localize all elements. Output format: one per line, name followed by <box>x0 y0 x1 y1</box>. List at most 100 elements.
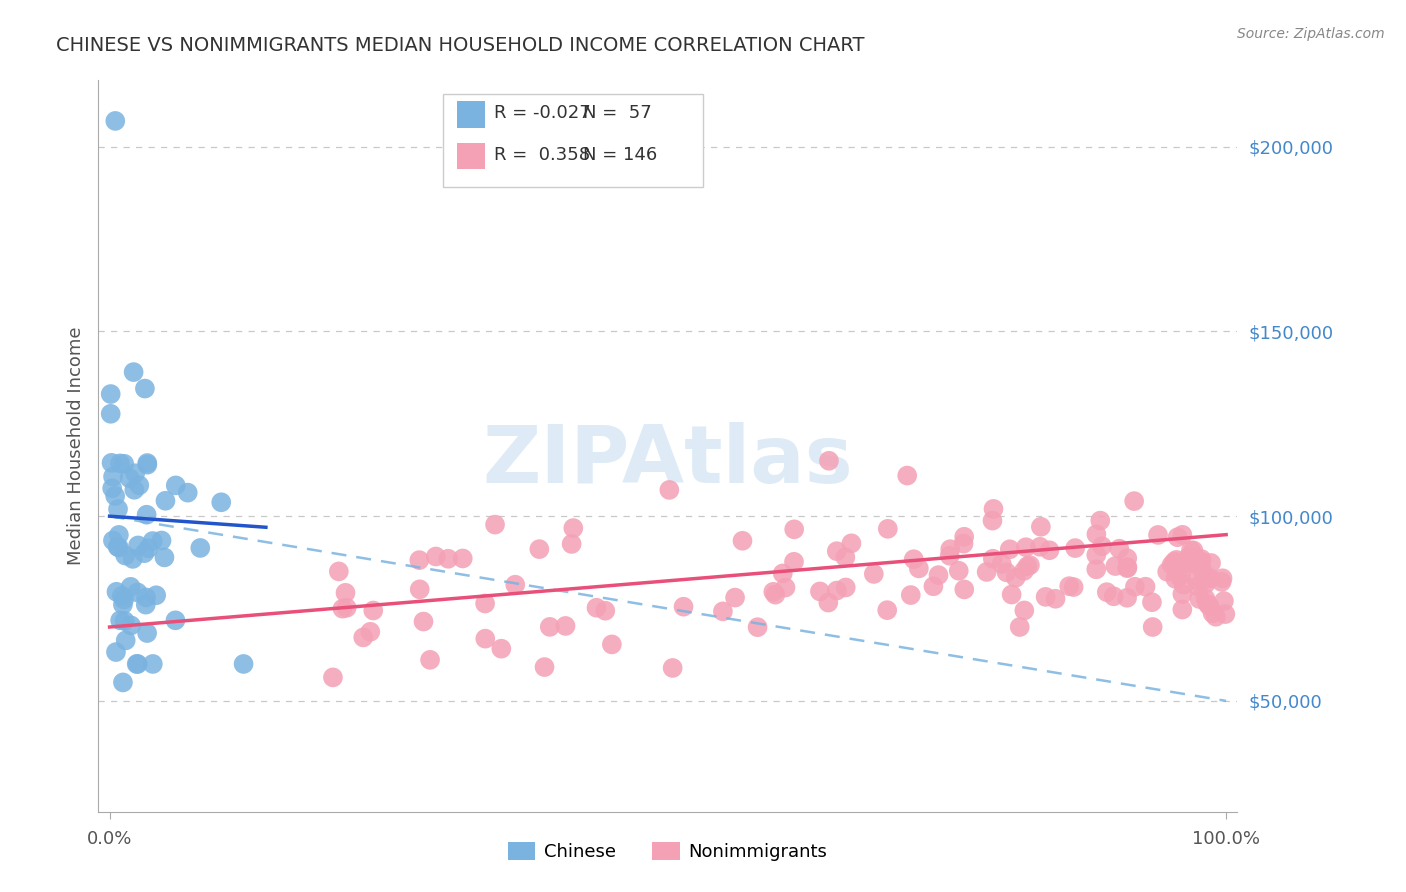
Point <box>927 568 949 582</box>
Point <box>1212 594 1234 608</box>
Point <box>127 538 149 552</box>
Point <box>1035 590 1057 604</box>
Point <box>1195 577 1218 591</box>
Point <box>1180 543 1202 558</box>
Point <box>1199 556 1222 570</box>
Point <box>1147 528 1170 542</box>
Point <box>731 533 754 548</box>
Point <box>1194 591 1216 606</box>
Point <box>122 365 145 379</box>
Point <box>108 528 131 542</box>
Point <box>104 645 127 659</box>
Point <box>900 588 922 602</box>
Point <box>437 551 460 566</box>
Point <box>361 603 384 617</box>
Point <box>100 387 122 401</box>
Point <box>747 620 769 634</box>
Point <box>952 536 974 550</box>
Point <box>825 544 848 558</box>
Point <box>561 537 583 551</box>
Point <box>336 600 359 615</box>
Point <box>1177 550 1199 565</box>
Point <box>232 657 254 671</box>
Point <box>1185 574 1208 588</box>
Point <box>108 541 131 555</box>
Point <box>1064 541 1087 555</box>
Point <box>153 550 176 565</box>
Point <box>104 114 127 128</box>
Point <box>1187 579 1209 593</box>
Point <box>121 552 143 566</box>
Point <box>1116 551 1139 566</box>
Point <box>672 599 695 614</box>
Point <box>125 657 148 671</box>
Point <box>114 549 136 563</box>
Point <box>136 458 159 472</box>
Point <box>658 483 681 497</box>
Point <box>938 549 960 563</box>
Point <box>128 478 150 492</box>
Point <box>1189 554 1212 568</box>
Point <box>995 566 1018 580</box>
Point <box>114 633 136 648</box>
Text: Source: ZipAtlas.com: Source: ZipAtlas.com <box>1237 27 1385 41</box>
Point <box>922 579 945 593</box>
Point <box>529 542 551 557</box>
Point <box>724 591 747 605</box>
Point <box>1090 514 1112 528</box>
Point <box>107 540 129 554</box>
Point <box>817 596 839 610</box>
Point <box>1116 561 1139 575</box>
Point <box>419 653 441 667</box>
Point <box>332 601 354 615</box>
Point <box>1156 565 1178 579</box>
Point <box>595 604 617 618</box>
Point <box>808 584 831 599</box>
Point <box>328 565 350 579</box>
Point <box>101 533 124 548</box>
Point <box>1178 556 1201 570</box>
Point <box>1212 571 1234 585</box>
Text: R = -0.027: R = -0.027 <box>494 104 591 122</box>
Point <box>165 613 187 627</box>
Point <box>1014 603 1036 617</box>
Point <box>1163 555 1185 569</box>
Point <box>114 614 136 628</box>
Point <box>124 483 146 497</box>
Point <box>120 618 142 632</box>
Text: ZIPAtlas: ZIPAtlas <box>482 422 853 500</box>
Point <box>1199 571 1222 585</box>
Point <box>876 522 898 536</box>
Point <box>112 457 135 471</box>
Point <box>105 584 128 599</box>
Point <box>1091 539 1114 553</box>
Point <box>983 501 1005 516</box>
Point <box>772 566 794 581</box>
Point <box>538 620 561 634</box>
Point <box>1015 540 1038 554</box>
Point <box>100 456 122 470</box>
Point <box>503 577 526 591</box>
Point <box>1135 580 1157 594</box>
Point <box>451 551 474 566</box>
Point <box>876 603 898 617</box>
Point <box>762 584 785 599</box>
Point <box>1191 552 1213 566</box>
Point <box>474 632 496 646</box>
Point <box>600 637 623 651</box>
Point <box>100 407 122 421</box>
Point <box>209 495 232 509</box>
Text: N = 146: N = 146 <box>583 146 658 164</box>
Point <box>1123 580 1146 594</box>
Point <box>1164 572 1187 586</box>
Point <box>1201 607 1223 621</box>
Point <box>554 619 576 633</box>
Point <box>1102 590 1125 604</box>
Point <box>825 583 848 598</box>
Point <box>533 660 555 674</box>
Point <box>763 588 786 602</box>
Point <box>1012 564 1035 578</box>
Point <box>1173 577 1195 591</box>
Point <box>484 517 506 532</box>
Point <box>111 589 134 603</box>
